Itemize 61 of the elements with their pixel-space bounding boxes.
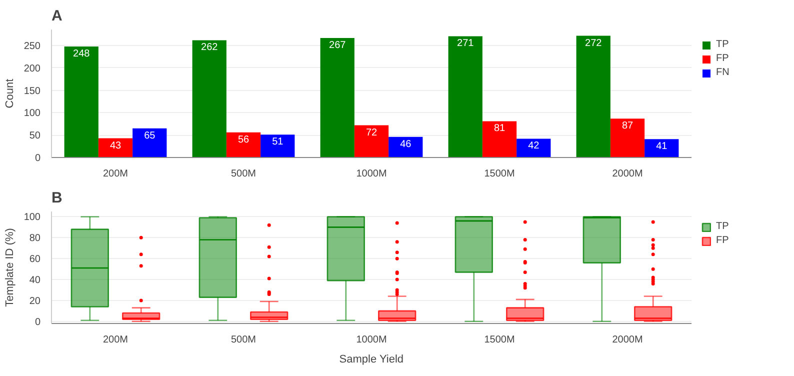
x-tick-label: 500M — [230, 334, 256, 346]
y-tick-label: 80 — [29, 233, 41, 244]
y-tick-label: 50 — [29, 130, 41, 142]
y-tick-label: 0 — [34, 316, 41, 328]
data-label: 267 — [329, 40, 346, 52]
data-label: 271 — [457, 38, 474, 50]
x-tick-label: 1500M — [484, 168, 515, 180]
x-tick-label: 1500M — [484, 334, 515, 346]
bar — [320, 38, 354, 158]
bar — [388, 136, 423, 158]
data-label: 65 — [144, 130, 156, 142]
data-label: 46 — [400, 138, 412, 150]
y-tick-label: 250 — [24, 41, 41, 52]
y-tick-label: 40 — [29, 275, 41, 286]
y-tick-label: 0 — [34, 153, 41, 164]
data-label: 41 — [656, 141, 668, 152]
legend-label: FN — [716, 67, 730, 78]
y-tick-label: 100 — [24, 108, 41, 120]
y-tick-label: 20 — [29, 296, 41, 307]
x-tick-label: 500M — [230, 168, 256, 180]
bar — [644, 139, 679, 158]
data-label: 272 — [585, 38, 602, 49]
y-tick-label: 150 — [24, 86, 41, 97]
y-tick-label: 100 — [24, 212, 41, 224]
data-label: 72 — [366, 127, 378, 138]
legend-label: FP — [716, 53, 730, 64]
bar — [132, 128, 167, 158]
bar — [260, 134, 295, 158]
y-tick-label: 60 — [29, 254, 41, 266]
x-tick-label: 200M — [102, 168, 128, 180]
data-label: 56 — [238, 134, 250, 146]
data-label: 248 — [73, 48, 90, 60]
x-tick-label: 2000M — [612, 334, 643, 346]
data-label: 43 — [110, 140, 122, 152]
chart-title: A — [52, 8, 62, 24]
chart-title: B — [52, 190, 62, 206]
x-tick-label: 2000M — [612, 168, 643, 180]
y-axis-title: Template ID (%) — [4, 228, 16, 307]
bar — [610, 118, 645, 158]
bar — [576, 36, 610, 158]
data-label: 42 — [528, 140, 540, 152]
legend-label: TP — [716, 39, 730, 50]
data-label: 262 — [201, 42, 218, 54]
bar — [448, 36, 482, 158]
data-label: 51 — [272, 136, 284, 148]
legend-label: FP — [716, 235, 730, 246]
data-label: 87 — [622, 120, 634, 132]
bar — [192, 40, 226, 158]
bar — [64, 46, 98, 158]
data-label: 81 — [494, 123, 506, 134]
x-tick-label: 1000M — [356, 168, 387, 180]
legend-label: TP — [716, 221, 730, 232]
bar — [354, 125, 389, 158]
bar — [482, 121, 517, 158]
bar — [516, 138, 551, 158]
y-axis-title: Count — [4, 78, 16, 108]
x-axis-title: Sample Yield — [339, 354, 404, 366]
bar — [226, 132, 261, 158]
y-tick-label: 200 — [24, 63, 41, 74]
x-tick-label: 1000M — [356, 334, 387, 346]
x-tick-label: 200M — [102, 334, 128, 346]
